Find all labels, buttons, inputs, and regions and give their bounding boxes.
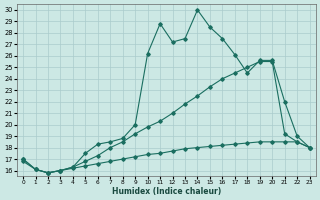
X-axis label: Humidex (Indice chaleur): Humidex (Indice chaleur) [112,187,221,196]
